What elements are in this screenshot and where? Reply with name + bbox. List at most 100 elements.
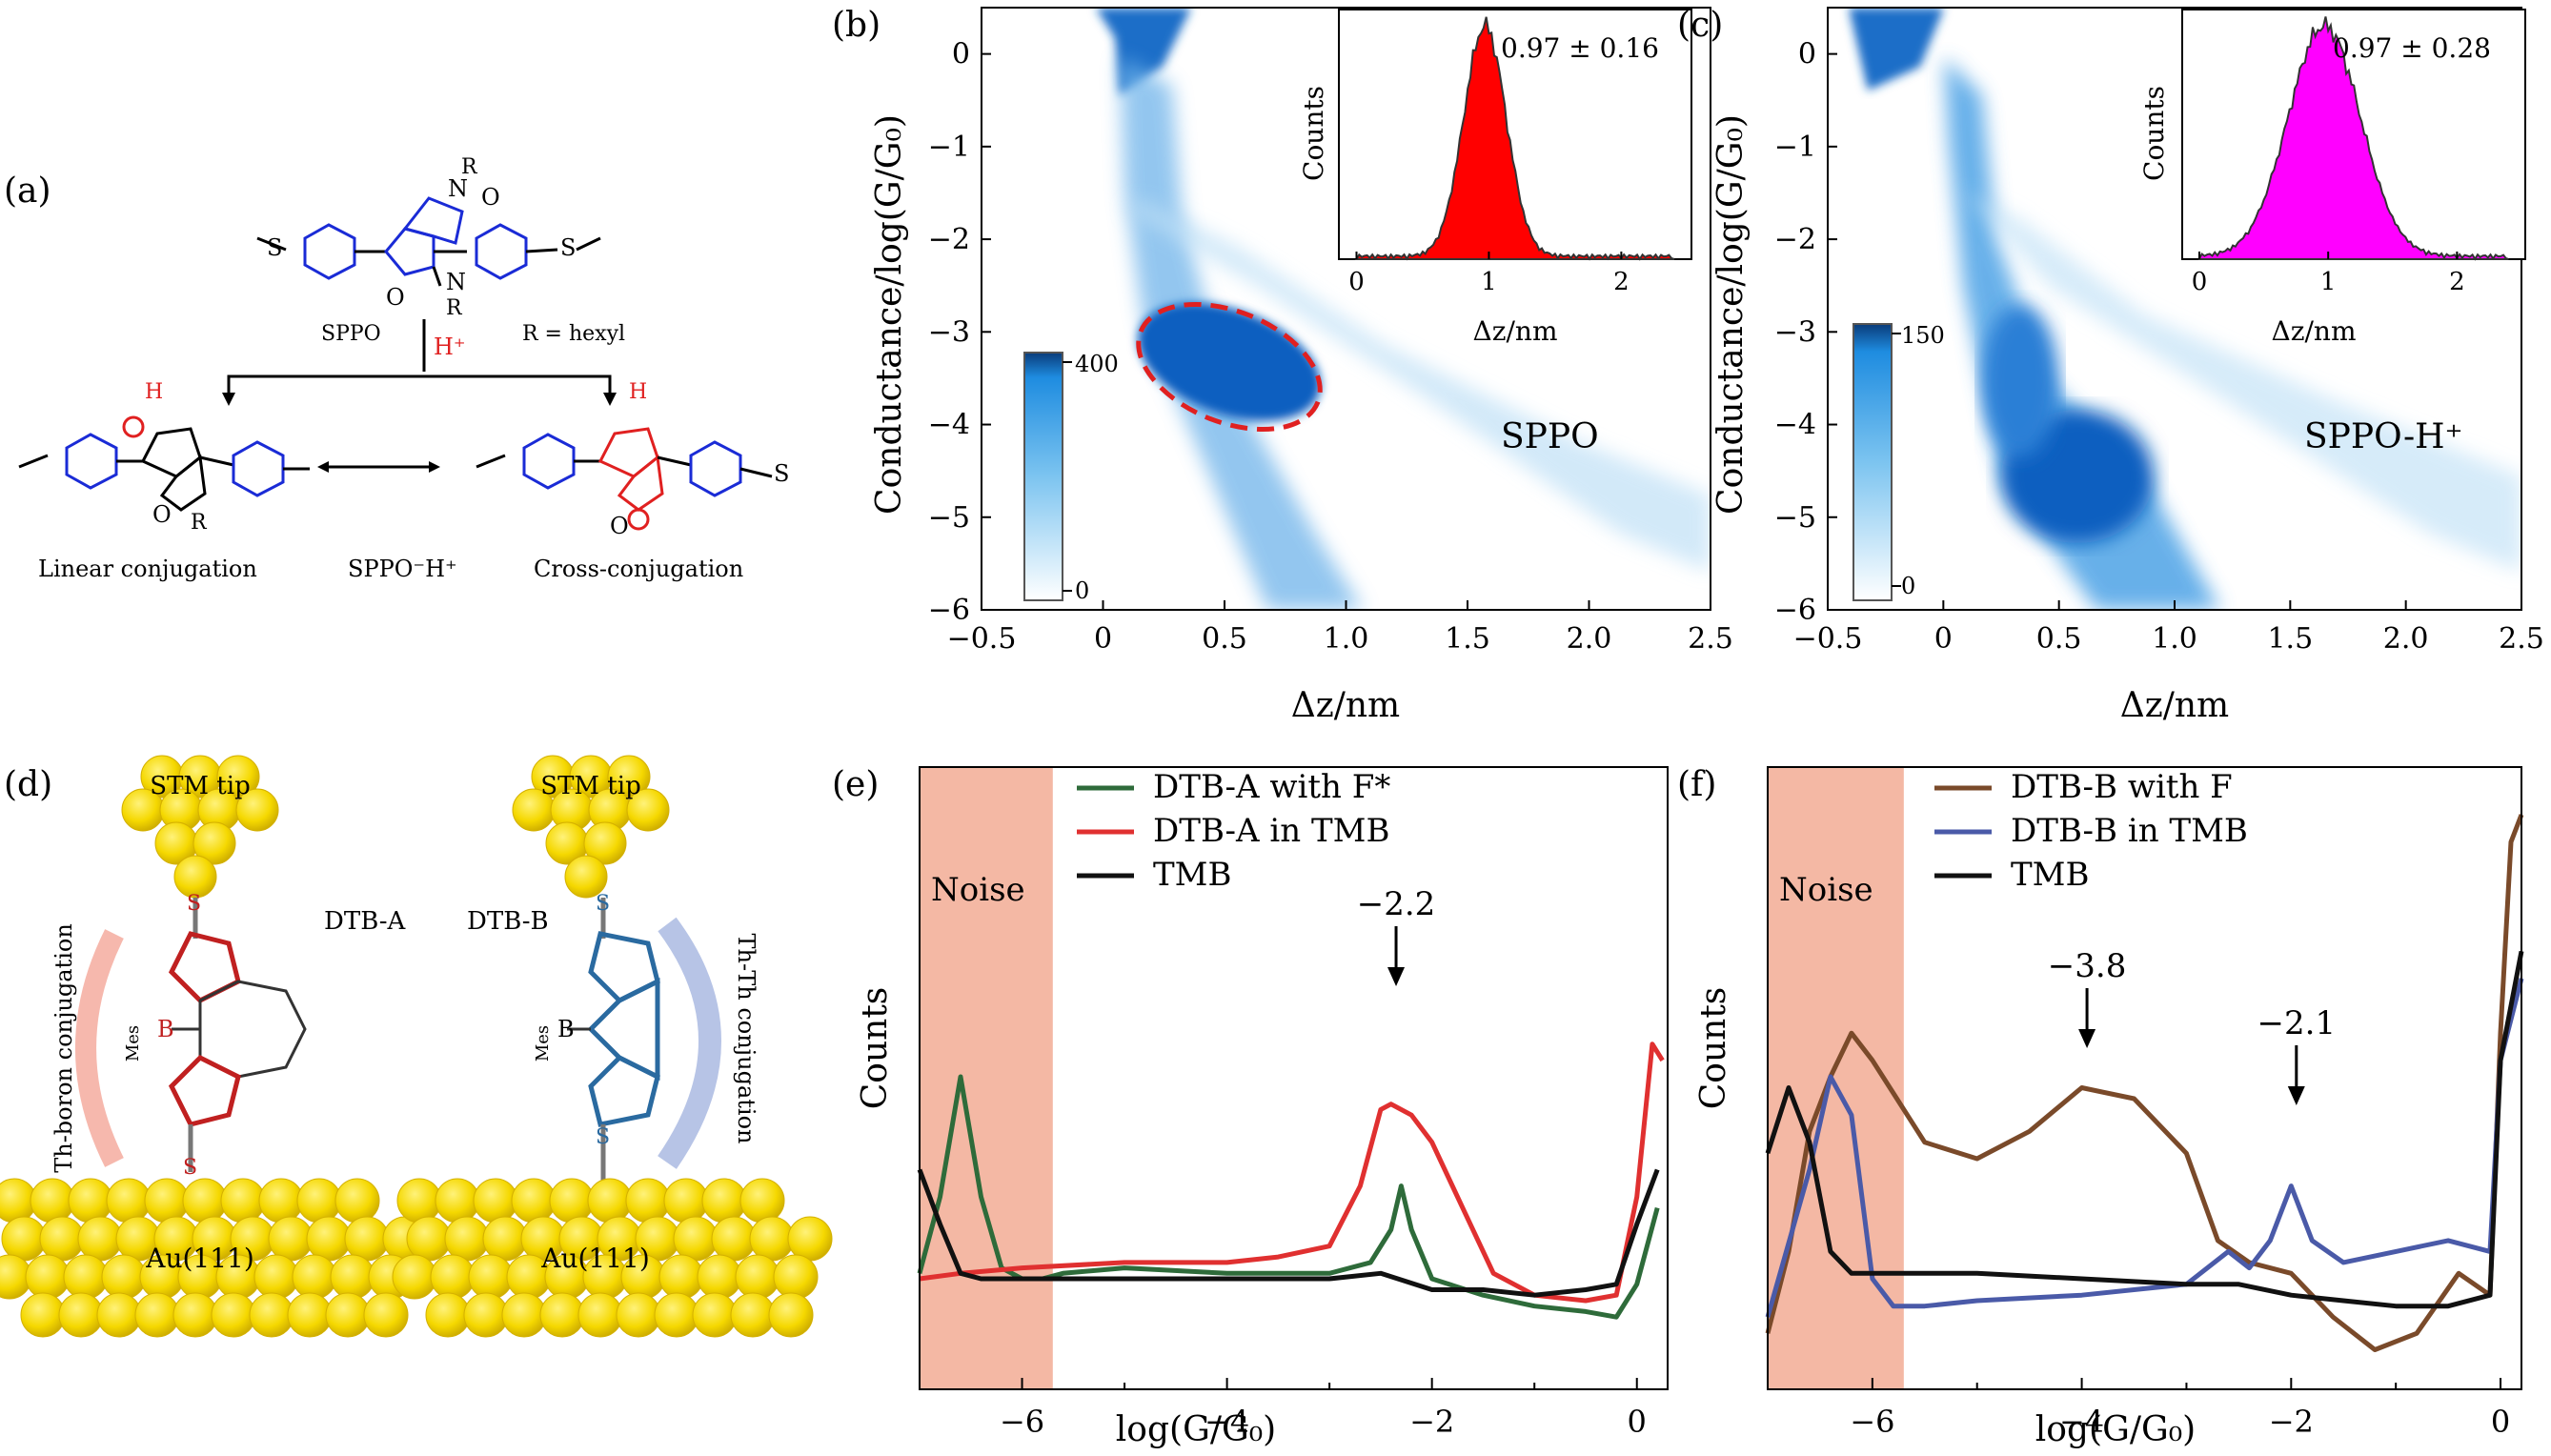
gold-atom	[96, 1292, 142, 1338]
panel-c-xlabel: Δz/nm	[2120, 686, 2229, 725]
y-tick-label: −4	[928, 409, 970, 442]
panel-b-name: SPPO	[1501, 417, 1599, 456]
gold-atom	[363, 1292, 409, 1338]
gold-atom	[444, 1216, 490, 1262]
panel-f-xlabel: log(G/G₀)	[2035, 1410, 2196, 1449]
gold-atom	[658, 1254, 704, 1300]
plot-frame	[919, 766, 1669, 1390]
x-tick-label: 2.5	[2499, 622, 2544, 656]
r-hexyl-label: R = hexyl	[522, 322, 625, 346]
gold-atom	[549, 1178, 595, 1223]
gold-atom	[220, 1178, 266, 1223]
linear-conjugation-label: Linear conjugation	[38, 556, 257, 582]
atom-h: H	[145, 380, 163, 404]
inset-c-ylabel: Counts	[2138, 86, 2170, 181]
gold-atom	[249, 1292, 294, 1338]
panel-b-ylabel: Conductance/log(G/G₀)	[870, 114, 909, 515]
gold-atom	[735, 1254, 780, 1300]
peak-annotation: −2.2	[1357, 885, 1436, 923]
y-tick-label: 0	[952, 38, 970, 71]
branch-arrowhead-right	[603, 393, 617, 406]
heatmap-b-axes: −0.5 0 0.5 1.0 1.5 2.0 2.5 0 −1 −2 −3 −4 −5 −6	[928, 38, 1733, 656]
x-tick-label: 0.5	[1202, 622, 1247, 656]
linear-molecule: H O R	[18, 380, 310, 535]
au-surface-left	[0, 1178, 428, 1338]
gold-atom	[287, 1292, 333, 1338]
y-tick-label: −5	[928, 501, 970, 535]
x-tick-label: 2.0	[2383, 622, 2429, 656]
inset-c-xlabel: Δz/nm	[2272, 315, 2357, 347]
panel-c-name: SPPO-H⁺	[2304, 417, 2463, 456]
gold-atom	[296, 1178, 342, 1223]
peak-annotation: −2.1	[2257, 1004, 2337, 1042]
atom-o-2: O	[386, 284, 405, 311]
dtb-a-label: DTB-A	[324, 907, 407, 936]
gold-atom	[673, 1216, 719, 1262]
panel-a-label: (a)	[4, 172, 51, 211]
x-tick-label: −0.5	[1793, 622, 1863, 656]
legend-entry: DTB-B with F	[2011, 768, 2233, 806]
gold-atom	[701, 1178, 747, 1223]
series-line	[917, 1168, 1660, 1298]
y-tick-label: 0	[1798, 38, 1816, 71]
au-surface-right	[392, 1178, 833, 1338]
x-tick-label: 0	[1934, 622, 1953, 656]
stm-tip-right-label: STM tip	[540, 772, 640, 800]
panel-e-ylabel: Counts	[856, 987, 895, 1110]
y-tick-label: −2	[928, 223, 970, 256]
legend-entry: DTB-A with F*	[1153, 768, 1390, 806]
annotation-arrowhead	[1387, 967, 1406, 986]
colorbar-c-max: 150	[1901, 322, 1945, 349]
gold-atom	[406, 1216, 452, 1262]
noise-label: Noise	[931, 871, 1025, 909]
y-tick-label: −4	[1774, 409, 1816, 442]
gold-atom	[396, 1178, 442, 1223]
colorbar-b-min: 0	[1075, 577, 1089, 604]
inset-b-ylabel: Counts	[1298, 86, 1329, 181]
gold-atom	[692, 1292, 738, 1338]
inset-c-value: 0.97 ± 0.28	[2333, 32, 2491, 64]
panel-e: (e) Noise −6 −4 −2 0 DTB-A with F* DTB-A in TM…	[832, 765, 1669, 1449]
th-boron-arc	[75, 929, 124, 1167]
x-tick-label: 0	[1628, 1404, 1647, 1440]
gold-atom	[616, 1292, 661, 1338]
inset-x-tick-label: 0	[2192, 268, 2208, 296]
y-tick-label: −3	[1774, 315, 1816, 349]
atom-s: S	[267, 234, 282, 261]
atom-h-2: H	[629, 380, 647, 404]
annotation-arrowhead	[2287, 1086, 2305, 1105]
y-tick-label: −3	[928, 315, 970, 349]
gold-atom	[182, 1178, 228, 1223]
atom-o: O	[481, 184, 500, 211]
colorbar-c-min: 0	[1901, 573, 1915, 599]
gold-atom	[539, 1292, 585, 1338]
atom-o-4: O	[610, 513, 629, 539]
gold-atom	[20, 1292, 66, 1338]
colorbar-c	[1853, 323, 1893, 601]
th-boron-label: Th-boron conjugation	[51, 923, 77, 1173]
x-tick-label: −2	[2269, 1404, 2314, 1440]
gold-atom	[787, 1216, 833, 1262]
gold-atom	[330, 1254, 375, 1300]
gold-atom	[482, 1216, 528, 1262]
gold-atom	[63, 1254, 109, 1300]
x-tick-label: −0.5	[947, 622, 1017, 656]
gold-atom	[253, 1254, 299, 1300]
inset-x-tick-label: 1	[1481, 268, 1497, 296]
panel-d: (d) STM tip S S B Mes Th-boron	[0, 755, 833, 1338]
sppoh-label: SPPO⁻H⁺	[348, 556, 457, 582]
inset-b-value: 0.97 ± 0.16	[1501, 32, 1659, 64]
panel-e-xlabel: log(G/G₀)	[1116, 1410, 1276, 1449]
x-tick-label: 1.0	[1324, 622, 1369, 656]
annotation-arrowhead	[2078, 1029, 2096, 1048]
x-tick-label: 2.5	[1688, 622, 1733, 656]
gold-atom	[25, 1254, 71, 1300]
gold-atom	[30, 1178, 75, 1223]
gold-atom	[749, 1216, 795, 1262]
atom-n: N	[448, 175, 468, 202]
cross-conjugation-label: Cross-conjugation	[534, 556, 743, 582]
legend-entry: DTB-B in TMB	[2011, 812, 2248, 850]
panel-f-ylabel: Counts	[1694, 987, 1733, 1110]
hplus-label: H⁺	[434, 334, 466, 360]
chart-e: Noise −6 −4 −2 0 DTB-A with F* DTB-A in TMB TMB…	[917, 766, 1669, 1440]
